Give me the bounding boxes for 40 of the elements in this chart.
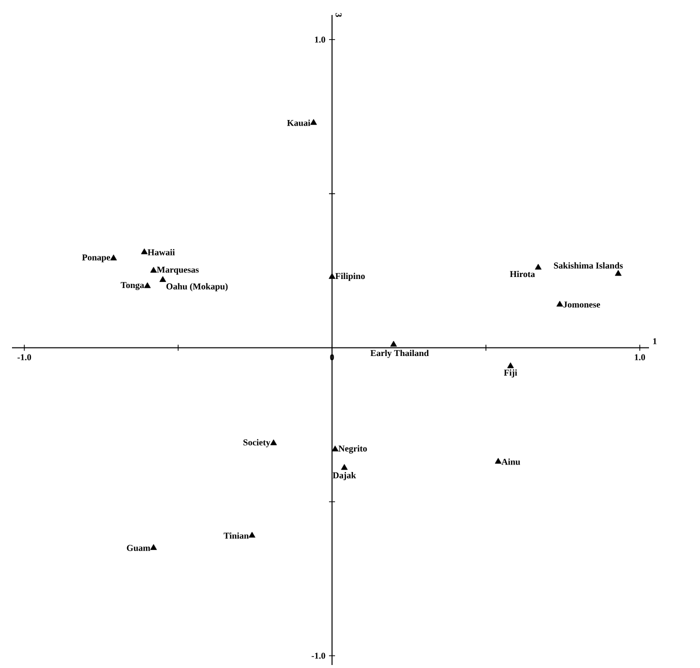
annotation: Marquesas [156,266,199,275]
point [507,362,514,368]
point [310,119,317,125]
point [556,300,564,307]
annotation: Sakishima Islands [554,262,623,269]
annotation: Dajak [332,472,356,480]
point [332,446,338,452]
point [110,254,117,260]
annotation: Negrito [338,445,367,454]
x-tick-label: -1.0 [18,354,32,360]
x-tick-label: 1.0 [634,354,646,360]
y-axis-title: 3 [336,13,342,17]
point [341,464,348,470]
point [614,270,622,276]
point [534,264,542,270]
annotation: Ponape [82,254,110,262]
point [141,248,148,254]
annotation: Oahu (Mokapu) [166,283,228,292]
annotation: Fiji [504,369,518,378]
annotation: Jomonese [563,302,600,308]
annotation: Tonga [120,282,144,290]
point [390,340,397,347]
point [150,544,157,550]
annotation: Kauai [287,120,310,126]
point [159,276,166,282]
annotation: Guam [126,544,150,551]
point [150,266,157,273]
point [144,282,151,288]
annotation: Early Thailand [370,350,429,358]
annotation: Tinian [224,532,249,539]
point [270,439,277,446]
point [328,273,336,279]
point [248,532,256,538]
annotation: Filipino [335,272,365,281]
annotation: Ainu [502,458,520,465]
point [494,458,502,464]
annotation: Hirota [510,270,535,278]
annotation: Hawaii [148,249,175,256]
annotation: Society [243,439,270,448]
x-axis-title: 1 [653,338,657,344]
